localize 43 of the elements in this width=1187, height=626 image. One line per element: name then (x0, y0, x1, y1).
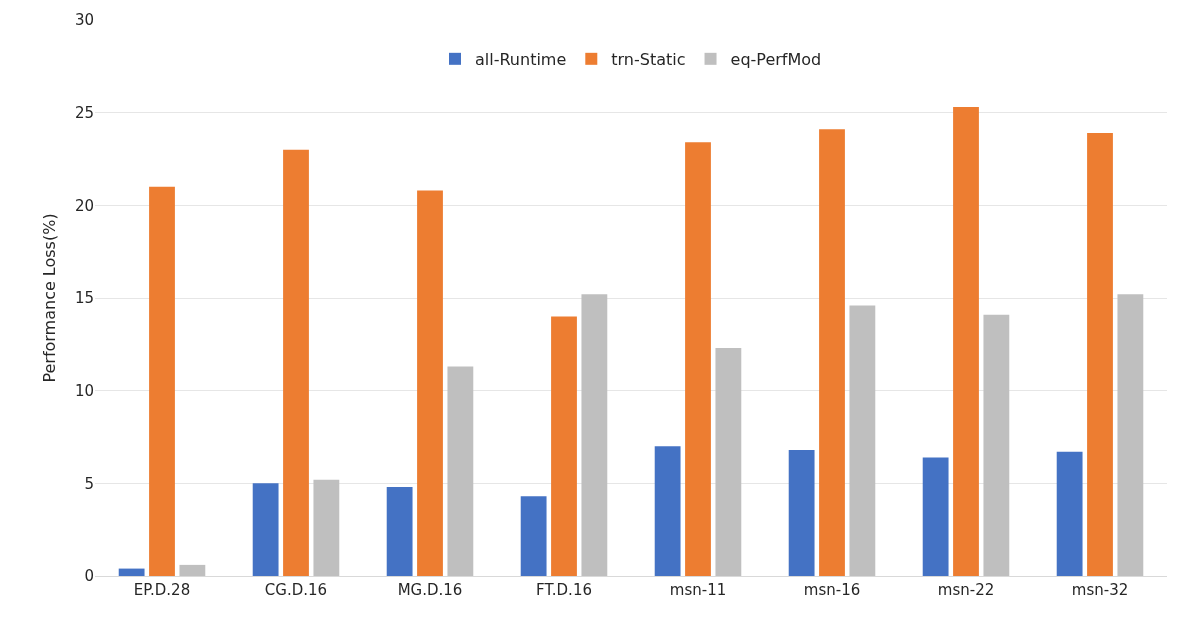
x-tick-label: msn-11 (669, 581, 727, 599)
bar (788, 449, 815, 576)
bar (1056, 451, 1083, 576)
y-tick-label: 30 (74, 11, 94, 30)
x-tick-label: MG.D.16 (397, 581, 463, 599)
bar (179, 564, 206, 576)
bar (1117, 294, 1144, 576)
bar (654, 446, 681, 576)
y-tick-label: 5 (84, 474, 94, 493)
y-tick-label: 15 (74, 289, 94, 308)
x-tick-label: msn-32 (1071, 581, 1129, 599)
bar (953, 107, 979, 576)
bar (849, 305, 876, 576)
y-tick-label: 20 (74, 196, 94, 215)
x-tick-label: msn-16 (803, 581, 861, 599)
bar (118, 568, 145, 576)
bar (715, 348, 742, 576)
bar (551, 316, 577, 576)
bar (252, 483, 279, 576)
bar (386, 487, 413, 576)
bar (819, 129, 845, 576)
bar (520, 496, 547, 576)
x-tick-label: EP.D.28 (133, 581, 191, 599)
bar (1087, 133, 1113, 576)
x-tick-label: CG.D.16 (264, 581, 328, 599)
bar (685, 142, 711, 576)
bar (922, 457, 949, 576)
legend-label: trn-Static (611, 50, 686, 70)
legend-label: all-Runtime (475, 50, 567, 70)
bar (313, 479, 340, 576)
y-axis-title: Performance Loss(%) (39, 213, 59, 383)
legend-label: eq-PerfMod (730, 50, 822, 70)
bar (417, 190, 443, 576)
bar (581, 294, 608, 576)
y-tick-label: 10 (74, 381, 94, 400)
bar (447, 366, 474, 576)
x-tick-label: msn-22 (937, 581, 995, 599)
x-tick-label: FT.D.16 (536, 581, 592, 599)
bar (283, 149, 309, 576)
bar (983, 314, 1010, 576)
y-tick-label: 0 (84, 567, 94, 586)
y-tick-label: 25 (74, 103, 94, 122)
bar (149, 186, 175, 576)
